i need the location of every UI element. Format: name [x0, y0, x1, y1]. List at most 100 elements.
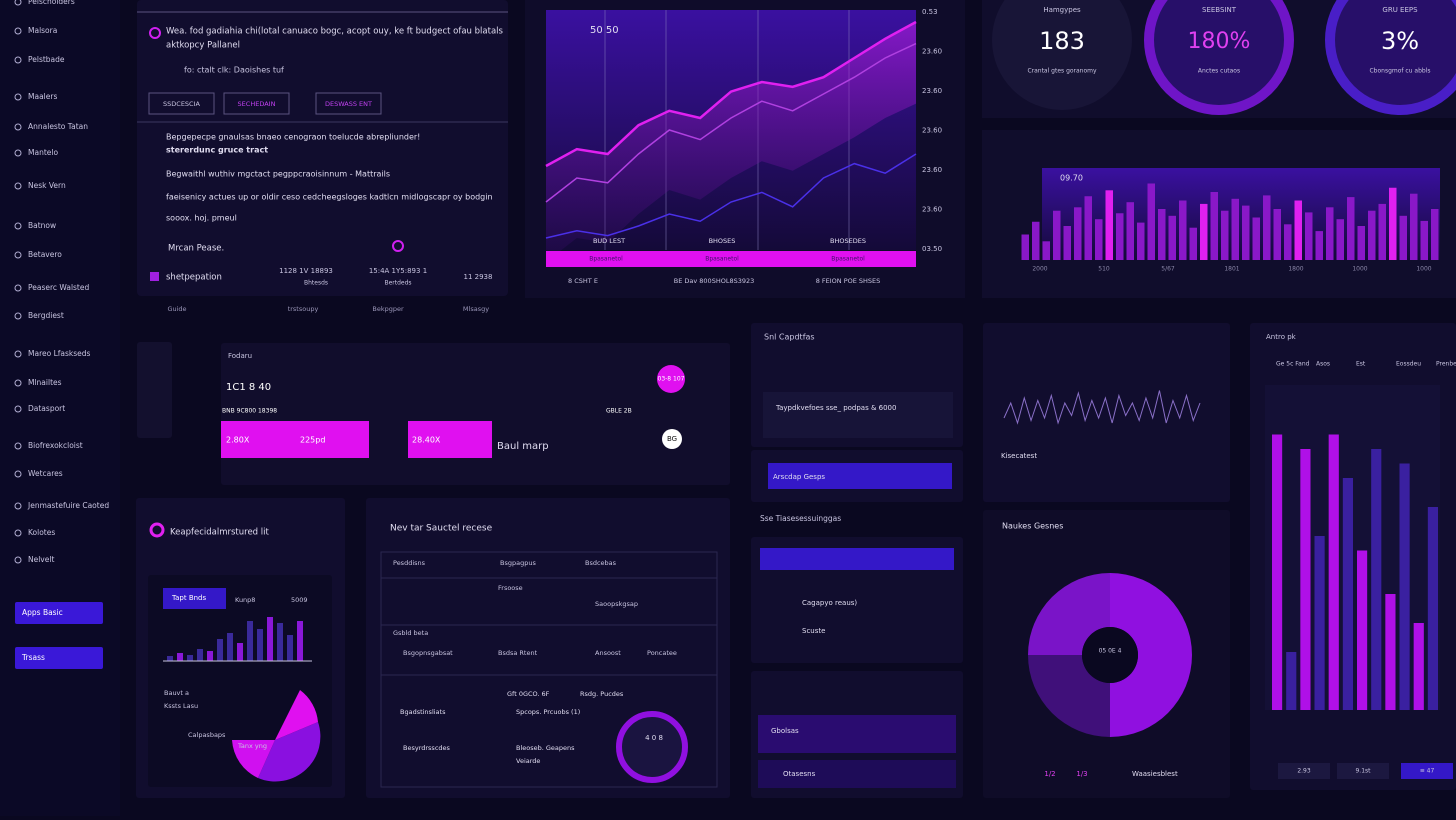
bar: [1231, 198, 1239, 260]
label: 23.60: [922, 48, 942, 56]
label: Poncatee: [647, 649, 677, 657]
label: 1801: [1224, 266, 1239, 273]
bar: [1385, 594, 1396, 710]
label: ≡ 47: [1420, 768, 1435, 775]
nav-icon: [14, 379, 22, 387]
label[interactable]: Nelvelt: [28, 555, 54, 564]
label: fo: ctalt clk: Daoishes tuf: [184, 66, 284, 75]
label: Saoopskgsap: [595, 600, 638, 608]
label: 225pd: [300, 436, 325, 445]
button[interactable]: [223, 92, 290, 115]
label[interactable]: Bergdiest: [28, 311, 64, 320]
label: 180%: [1188, 29, 1251, 54]
bar: [1147, 183, 1155, 260]
label: 4 0 8: [645, 734, 663, 742]
bar: [1410, 193, 1418, 260]
button[interactable]: [315, 92, 382, 115]
label: 1128 1V 18893: [279, 267, 333, 275]
label: shetpepation: [166, 273, 222, 283]
bar: [1042, 241, 1050, 260]
label[interactable]: Pelscholders: [28, 0, 75, 6]
area-band: [546, 22, 916, 262]
bar: [1357, 550, 1368, 710]
label: sooox. hoj. pmeul: [166, 214, 237, 223]
nav-icon: [14, 529, 22, 537]
label: Hamgypes: [1043, 6, 1081, 14]
label: BG: [667, 435, 677, 443]
bar: [1431, 209, 1439, 260]
bar: [1315, 231, 1323, 260]
label: Kunp8: [235, 596, 255, 604]
label[interactable]: Betavero: [28, 250, 62, 259]
bar: [1342, 478, 1353, 710]
label: Bertdeds: [384, 280, 411, 287]
label[interactable]: Mareo Lfaskseds: [28, 349, 91, 358]
nav-icon: [14, 556, 22, 564]
label: Bpasanetol: [831, 256, 865, 263]
label[interactable]: Kolotes: [28, 528, 55, 537]
label[interactable]: Malsora: [28, 26, 57, 35]
label: 1000: [1416, 266, 1431, 273]
bar: [1326, 207, 1334, 260]
bar: [167, 656, 173, 661]
nav-button[interactable]: [15, 647, 103, 669]
bar: [1427, 507, 1438, 710]
bar: [1105, 190, 1113, 260]
bar: [217, 639, 223, 661]
label[interactable]: Batnow: [28, 221, 56, 230]
pie: [258, 722, 321, 782]
label[interactable]: Datasport: [28, 404, 65, 413]
cell: [221, 421, 369, 458]
label: Bpasanetol: [589, 256, 623, 263]
label: 2.80X: [226, 436, 250, 445]
bar: [1200, 203, 1208, 260]
label[interactable]: Jenmastefuire Caoted: [27, 501, 109, 510]
label: Apps Basic: [22, 608, 63, 617]
label[interactable]: Mlnailtes: [28, 378, 62, 387]
label[interactable]: Annalesto Tatan: [28, 122, 88, 131]
button[interactable]: [1401, 763, 1453, 779]
card-button[interactable]: [768, 463, 952, 489]
label: Mlsasgy: [463, 305, 489, 313]
label: 183: [1039, 27, 1085, 55]
label[interactable]: Peaserc Walsted: [28, 283, 89, 292]
bar: [177, 653, 183, 661]
nav-icon: [14, 470, 22, 478]
nav-icon: [14, 27, 22, 35]
label: 23.60: [922, 206, 942, 214]
button[interactable]: [1337, 763, 1389, 779]
nav-icon: [14, 123, 22, 131]
nav-button[interactable]: [15, 602, 103, 624]
card-item: [758, 760, 956, 788]
bar: [1158, 209, 1166, 260]
label[interactable]: Pelstbade: [28, 55, 65, 64]
button[interactable]: [148, 92, 215, 115]
label: Bekpgper: [372, 305, 404, 313]
bar: [287, 635, 293, 661]
label[interactable]: Nesk Vern: [28, 181, 66, 190]
label: 03-8 107: [658, 376, 685, 383]
line-series: [545, 153, 917, 239]
bar: [227, 633, 233, 661]
nav-icon: [14, 182, 22, 190]
button[interactable]: [1278, 763, 1330, 779]
label: BHOSES: [709, 237, 736, 245]
label: Tapt Bnds: [171, 594, 207, 602]
label[interactable]: Maalers: [28, 92, 57, 101]
nav-icon: [14, 93, 22, 101]
label[interactable]: Biofrexokcloist: [28, 441, 83, 450]
label[interactable]: Wetcares: [28, 469, 63, 478]
card-item: [763, 392, 953, 438]
pie: [232, 740, 275, 778]
bar: [1074, 207, 1082, 260]
tab[interactable]: [163, 588, 226, 609]
bar: [207, 651, 213, 661]
card-header: [760, 548, 954, 570]
label: SSDCESCIA: [163, 100, 200, 108]
bar: [1032, 221, 1040, 260]
label: Bpasanetol: [705, 256, 739, 263]
card-item: [758, 715, 956, 753]
label[interactable]: Mantelo: [28, 148, 58, 157]
nav-icon: [14, 149, 22, 157]
